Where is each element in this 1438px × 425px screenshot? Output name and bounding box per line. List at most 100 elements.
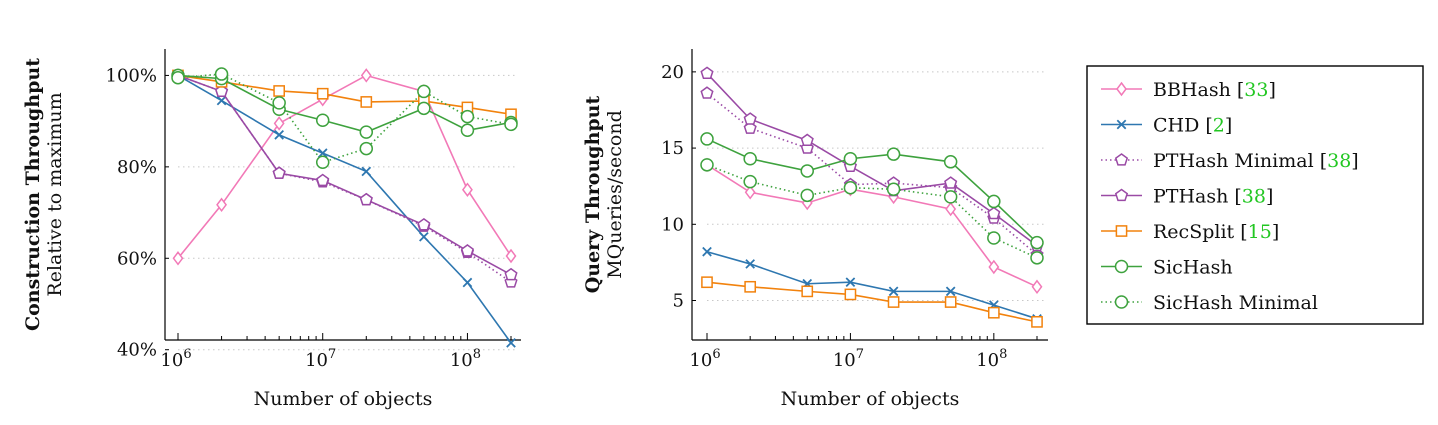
data-point <box>943 190 958 204</box>
data-point <box>360 96 373 108</box>
data-point <box>743 112 757 125</box>
y-tick-label: 40% <box>117 340 157 361</box>
data-point <box>845 277 856 288</box>
legend-label: BBHash [33] <box>1153 79 1276 101</box>
data-point <box>945 201 957 217</box>
legend-marker <box>1116 119 1127 130</box>
data-point <box>988 259 1000 275</box>
legend-marker <box>1115 225 1128 237</box>
data-point <box>701 276 713 289</box>
data-point <box>888 286 899 297</box>
legend-label: CHD [2] <box>1153 115 1232 137</box>
data-point <box>504 117 518 132</box>
data-point <box>462 277 473 288</box>
data-point <box>417 84 431 99</box>
series-line <box>706 92 1038 256</box>
data-point <box>943 155 958 169</box>
data-point <box>843 180 858 195</box>
series-recsplit <box>701 276 1043 328</box>
x-tick-label: 108 <box>450 347 481 371</box>
data-point <box>460 244 475 257</box>
series-line <box>177 74 512 133</box>
y-tick-label: 60% <box>117 248 157 269</box>
data-point <box>315 155 330 170</box>
data-point <box>744 185 756 200</box>
data-point <box>273 85 286 97</box>
data-point <box>504 267 518 281</box>
legend-marker <box>1114 259 1129 274</box>
data-point <box>800 133 814 147</box>
series-line <box>706 72 1038 247</box>
data-point <box>744 280 757 293</box>
legend: BBHash [33] CHD [2] PTHash Minimal [38] PTH… <box>1086 65 1424 325</box>
y-axis-sublabel: MQueries/second <box>604 110 626 279</box>
data-point <box>800 164 814 178</box>
data-point <box>1030 235 1044 250</box>
legend-item: SicHash <box>1101 257 1233 279</box>
data-point <box>1031 279 1043 295</box>
legend-marker <box>1114 295 1129 309</box>
series-sichash-minimal <box>700 158 1044 265</box>
data-point <box>745 259 756 269</box>
y-axis-sublabel: Relative to maximum <box>44 92 66 296</box>
data-point <box>171 70 185 85</box>
data-point <box>886 182 901 196</box>
data-point <box>1031 316 1043 328</box>
y-tick-label: 10 <box>661 214 684 235</box>
series-line <box>706 281 1038 323</box>
x-axis-label: Number of objects <box>254 388 433 410</box>
data-point <box>886 147 901 161</box>
data-point <box>274 130 284 140</box>
data-point <box>987 231 1001 245</box>
data-point <box>844 288 857 301</box>
data-point <box>316 87 329 100</box>
data-point <box>461 182 473 197</box>
x-axis-label: Number of objects <box>781 388 960 410</box>
data-point <box>419 231 429 242</box>
construction-throughput-chart: 40% 60% 80% 100% 106 107 108 Number of objects C… <box>22 49 521 410</box>
legend-item: PTHash [38] <box>1101 186 1273 208</box>
data-point <box>359 192 373 206</box>
legend-marker <box>1114 188 1129 202</box>
data-point <box>417 101 431 116</box>
data-point <box>272 166 286 179</box>
data-point <box>987 206 1001 220</box>
data-point <box>743 152 757 166</box>
data-point <box>944 176 958 189</box>
series-line <box>177 74 512 276</box>
data-point <box>800 188 814 203</box>
legend-item: RecSplit [15] <box>1101 221 1279 243</box>
legend-label: SicHash <box>1153 257 1233 279</box>
data-point <box>360 68 372 83</box>
data-point <box>944 296 957 308</box>
y-tick-label: 80% <box>117 157 157 178</box>
series-line <box>177 74 512 259</box>
data-point <box>700 66 714 79</box>
data-point <box>417 217 431 231</box>
y-tick-label: 5 <box>673 291 684 312</box>
legend-item: CHD [2] <box>1101 115 1232 137</box>
series-line <box>706 250 1038 320</box>
data-point <box>359 141 374 156</box>
data-point <box>987 194 1001 209</box>
query-throughput-chart: 5 10 15 20 106 107 108 Number of objects Query T… <box>582 49 1048 410</box>
data-point <box>505 248 517 264</box>
data-point <box>700 132 714 146</box>
data-point <box>801 285 814 298</box>
data-point <box>743 121 757 134</box>
series-pthash <box>171 68 518 281</box>
legend-label: PTHash [38] <box>1153 186 1273 208</box>
data-point <box>1030 251 1044 265</box>
data-point <box>359 125 374 139</box>
legend-marker <box>1116 81 1127 97</box>
series-line <box>706 164 1038 288</box>
data-point <box>460 123 475 138</box>
data-point <box>317 148 328 158</box>
x-tick-label: 107 <box>833 347 864 371</box>
legend-item: SicHash Minimal <box>1101 292 1318 314</box>
y-tick-label: 20 <box>661 62 684 83</box>
y-axis-label: Query Throughput <box>582 96 604 294</box>
data-point <box>702 246 712 257</box>
x-tick-label: 108 <box>976 347 1007 371</box>
